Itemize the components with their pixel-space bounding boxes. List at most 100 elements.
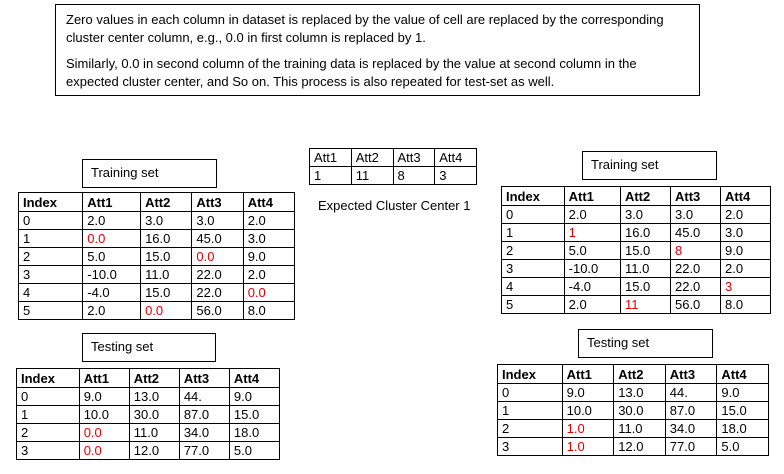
table-cell: -10.0: [563, 259, 621, 278]
table-cell: 9.0: [78, 387, 130, 406]
table-cell: 56.0: [669, 295, 722, 314]
table-cell: 34.0: [664, 419, 718, 438]
table-cell: 8.0: [242, 301, 296, 320]
column-header: Att4: [242, 192, 296, 212]
column-header: Att3: [191, 192, 244, 212]
row-index-cell: 0: [17, 211, 84, 230]
table-header-row: Index Att1 Att2 Att3 Att4: [497, 364, 769, 384]
cluster-value-row: 1 11 8 3: [309, 166, 477, 185]
table-row: 3 -10.0 11.0 22.0 2.0: [501, 259, 771, 278]
table-cell: 1: [563, 223, 621, 242]
table-row: 1 1 16.0 45.0 3.0: [501, 223, 771, 242]
table-cell: 87.0: [178, 405, 230, 424]
table-cell: 5.0: [228, 441, 281, 460]
row-index-cell: 1: [501, 223, 565, 242]
table-cell: 15.0: [140, 283, 193, 302]
row-index-cell: 4: [501, 277, 565, 296]
table-cell: 12.0: [613, 437, 666, 456]
row-index-cell: 1: [17, 229, 84, 248]
column-header: Index: [501, 186, 565, 206]
table-cell: 5.0: [716, 437, 769, 456]
cluster-value-cell: 3: [434, 166, 477, 185]
training-set-label-right: Training set: [582, 151, 717, 180]
table-cell: 77.0: [664, 437, 718, 456]
table-cell: 15.0: [228, 405, 281, 424]
table-cell: -4.0: [563, 277, 621, 296]
table-row: 0 2.0 3.0 3.0 2.0: [501, 205, 771, 224]
table-cell: 15.0: [716, 401, 769, 420]
row-index-cell: 1: [16, 405, 80, 424]
row-index-cell: 1: [497, 401, 563, 420]
table-header-row: Index Att1 Att2 Att3 Att4: [501, 186, 771, 206]
cluster-value-cell: 8: [392, 166, 436, 185]
table-row: 5 2.0 11 56.0 8.0: [501, 295, 771, 314]
column-header: Att4: [720, 186, 771, 206]
table-cell: 0.0: [191, 247, 244, 266]
table-header-row: Index Att1 Att2 Att3 Att4: [16, 368, 281, 388]
column-header: Index: [497, 364, 563, 384]
table-row: 2 0.0 11.0 34.0 18.0: [16, 423, 281, 442]
table-cell: 8.0: [720, 295, 771, 314]
cluster-header-cell: Att2: [350, 148, 394, 167]
table-cell: 9.0: [720, 241, 771, 260]
row-index-cell: 2: [501, 241, 565, 260]
table-row: 3 -10.0 11.0 22.0 2.0: [17, 265, 296, 284]
table-cell: 44.: [178, 387, 230, 406]
table-cell: 0.0: [78, 423, 130, 442]
table-cell: 16.0: [619, 223, 671, 242]
column-header: Att4: [716, 364, 769, 384]
row-index-cell: 3: [501, 259, 565, 278]
table-row: 1 0.0 16.0 45.0 3.0: [17, 229, 296, 248]
table-cell: 13.0: [128, 387, 180, 406]
table-cell: 0.0: [242, 283, 296, 302]
table-cell: 11.0: [128, 423, 180, 442]
row-index-cell: 0: [501, 205, 565, 224]
row-index-cell: 0: [497, 383, 563, 402]
table-row: 4 -4.0 15.0 22.0 0.0: [17, 283, 296, 302]
row-index-cell: 0: [16, 387, 80, 406]
table-row: 0 2.0 3.0 3.0 2.0: [17, 211, 296, 230]
row-index-cell: 2: [497, 419, 563, 438]
table-cell: 10.0: [78, 405, 130, 424]
testing-table-replaced: Index Att1 Att2 Att3 Att4 0 9.0 13.0 44. 9.0 1 10.0…: [497, 364, 769, 456]
table-cell: 3.0: [242, 229, 296, 248]
table-cell: 45.0: [191, 229, 244, 248]
column-header: Att1: [78, 368, 130, 388]
table-row: 4 -4.0 15.0 22.0 3: [501, 277, 771, 296]
table-cell: 22.0: [669, 259, 722, 278]
table-row: 1 10.0 30.0 87.0 15.0: [16, 405, 281, 424]
table-cell: 3.0: [720, 223, 771, 242]
cluster-header-row: Att1 Att2 Att3 Att4: [309, 148, 477, 167]
table-cell: -10.0: [82, 265, 142, 284]
table-cell: 30.0: [128, 405, 180, 424]
cluster-header-cell: Att3: [392, 148, 436, 167]
table-cell: 30.0: [613, 401, 666, 420]
table-cell: 9.0: [242, 247, 296, 266]
table-row: 2 1.0 11.0 34.0 18.0: [497, 419, 769, 438]
column-header: Index: [17, 192, 84, 212]
explanation-note: Zero values in each column in dataset is…: [55, 4, 700, 96]
table-cell: 3.0: [669, 205, 722, 224]
table-cell: 9.0: [228, 387, 281, 406]
column-header: Att1: [563, 186, 621, 206]
column-header: Att1: [82, 192, 142, 212]
training-table-original: Index Att1 Att2 Att3 Att4 0 2.0 3.0 3.0 2.0 1 0.0 16…: [17, 192, 296, 320]
table-cell: 1.0: [561, 437, 615, 456]
table-cell: 77.0: [178, 441, 230, 460]
training-set-label-left: Training set: [82, 159, 217, 188]
table-cell: 2.0: [242, 211, 296, 230]
table-cell: 22.0: [669, 277, 722, 296]
table-cell: 9.0: [716, 383, 769, 402]
row-index-cell: 2: [17, 247, 84, 266]
column-header: Att2: [128, 368, 180, 388]
table-header-row: Index Att1 Att2 Att3 Att4: [17, 192, 296, 212]
table-cell: 34.0: [178, 423, 230, 442]
table-cell: 12.0: [128, 441, 180, 460]
table-cell: 2.0: [720, 205, 771, 224]
table-cell: 8: [669, 241, 722, 260]
table-row: 3 0.0 12.0 77.0 5.0: [16, 441, 281, 460]
table-cell: -4.0: [82, 283, 142, 302]
table-cell: 15.0: [140, 247, 193, 266]
table-cell: 44.: [664, 383, 718, 402]
table-row: 0 9.0 13.0 44. 9.0: [16, 387, 281, 406]
